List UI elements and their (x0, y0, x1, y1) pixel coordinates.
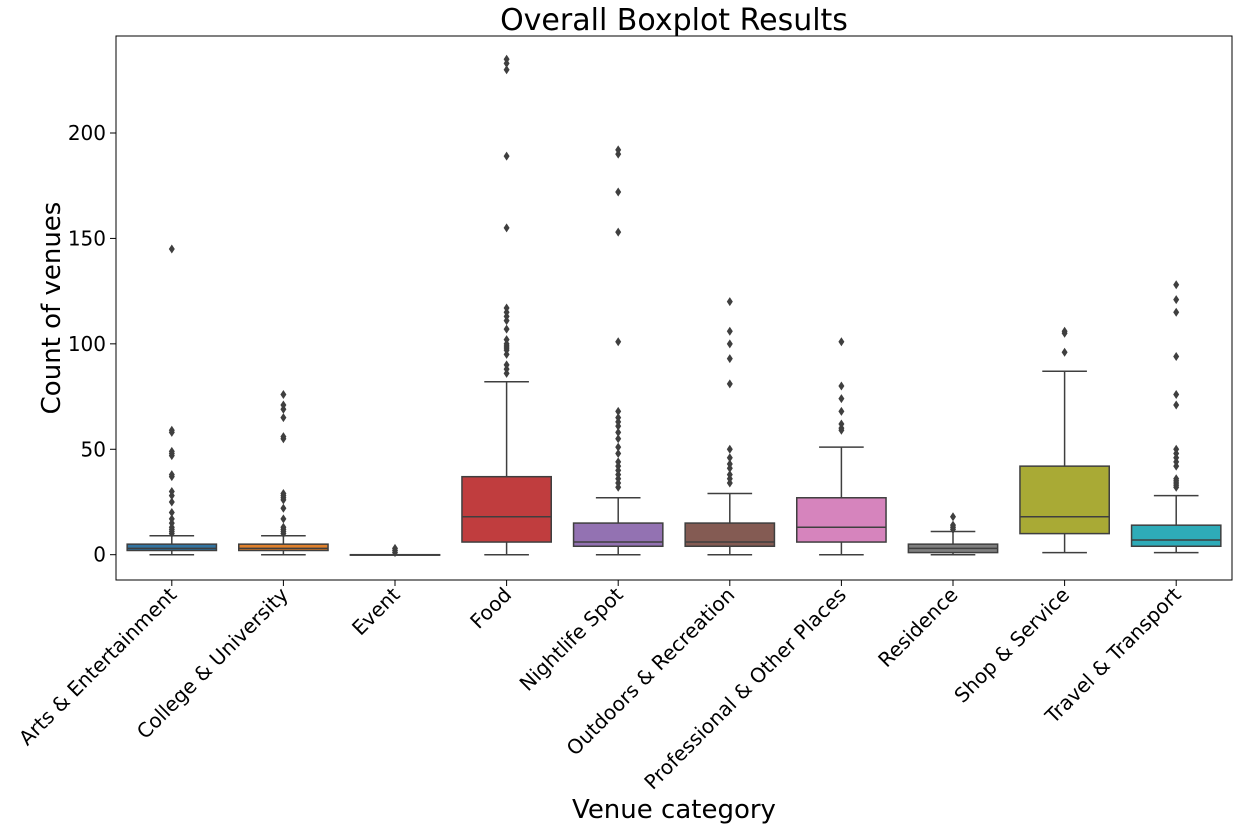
outlier-point (503, 360, 510, 370)
outlier-point (726, 444, 733, 454)
outlier-point (1173, 280, 1180, 290)
outlier-point (503, 324, 510, 334)
outlier-point (280, 503, 287, 513)
outlier-point (615, 457, 622, 467)
outlier-point (950, 512, 956, 522)
outlier-point (1173, 295, 1180, 305)
box-group (349, 543, 441, 558)
box-group (238, 389, 329, 556)
y-tick-label: 150 (68, 226, 106, 250)
outlier-point (168, 486, 175, 496)
outlier-point (392, 543, 398, 553)
box-group (1130, 280, 1222, 554)
outlier-point (615, 427, 622, 437)
chart-title: Overall Boxplot Results (500, 3, 848, 38)
box-group (684, 297, 776, 556)
box (1019, 465, 1110, 535)
outlier-point (503, 151, 510, 161)
outlier-point (168, 508, 175, 518)
y-axis: 0 50 100 150 200 (68, 121, 116, 567)
x-tick-label: Shop & Service (949, 583, 1074, 708)
box (684, 522, 776, 548)
plot-area (126, 54, 1222, 558)
outlier-point (615, 442, 622, 452)
outlier-point (838, 337, 845, 347)
outlier-point (726, 339, 733, 349)
outlier-point (168, 497, 175, 507)
outlier-point (726, 379, 733, 389)
outlier-point (726, 326, 733, 336)
outlier-point (280, 400, 287, 410)
x-tick-label: Residence (873, 583, 962, 672)
box-group (796, 337, 887, 556)
outlier-point (1173, 474, 1180, 484)
outlier-point (950, 520, 956, 530)
axes-frame (115, 35, 1233, 581)
outlier-point (280, 432, 287, 442)
outlier-point (280, 389, 287, 399)
y-tick-label: 100 (68, 332, 106, 356)
y-tick-label: 50 (81, 437, 106, 461)
outlier-point (280, 514, 287, 524)
box-group (1019, 326, 1110, 554)
outlier-point (168, 425, 175, 435)
outlier-point (838, 406, 845, 416)
outlier-point (1173, 400, 1180, 410)
y-axis-label: Count of venues (37, 202, 67, 415)
outlier-point (503, 65, 510, 75)
outlier-point (1173, 307, 1180, 317)
outlier-point (503, 335, 510, 345)
outlier-point (615, 145, 622, 155)
x-axis-label: Venue category (572, 795, 776, 825)
outlier-point (503, 223, 510, 233)
box (796, 497, 887, 543)
outlier-point (615, 448, 622, 458)
outlier-point (726, 470, 733, 480)
x-tick-label: Event (347, 582, 405, 640)
x-tick-label: Professional & Other Places (639, 583, 851, 795)
outlier-point (838, 419, 845, 429)
outlier-point (615, 187, 622, 197)
x-tick-label: Food (465, 583, 516, 634)
outlier-point (280, 413, 287, 423)
box-group (461, 54, 552, 556)
y-tick-label: 0 (93, 543, 106, 567)
outlier-point (615, 406, 622, 416)
outlier-point (1173, 444, 1180, 454)
box (238, 543, 329, 552)
box (572, 522, 664, 548)
outlier-point (503, 54, 510, 64)
outlier-point (726, 297, 733, 307)
box (1130, 524, 1222, 548)
outlier-point (168, 470, 175, 480)
y-tick-label: 200 (68, 121, 106, 145)
box-group (907, 512, 999, 556)
box-group (572, 145, 664, 556)
box-group (126, 244, 218, 556)
outlier-point (838, 394, 845, 404)
x-tick-label: Nightlife Spot (515, 582, 628, 695)
outlier-point (1173, 351, 1180, 361)
outlier-point (615, 227, 622, 237)
outlier-point (168, 446, 175, 456)
outlier-point (838, 381, 845, 391)
outlier-point (168, 514, 175, 524)
outlier-point (615, 413, 622, 423)
outlier-point (168, 244, 175, 254)
box (126, 543, 218, 552)
outlier-point (1061, 347, 1068, 357)
outlier-point (280, 522, 287, 532)
outlier-point (1061, 326, 1068, 336)
outlier-point (726, 354, 733, 364)
outlier-point (615, 434, 622, 444)
outlier-point (726, 453, 733, 463)
outlier-point (615, 337, 622, 347)
outlier-point (280, 489, 287, 499)
outlier-point (503, 303, 510, 313)
outlier-point (1173, 389, 1180, 399)
box (461, 475, 552, 543)
outlier-point (726, 459, 733, 469)
